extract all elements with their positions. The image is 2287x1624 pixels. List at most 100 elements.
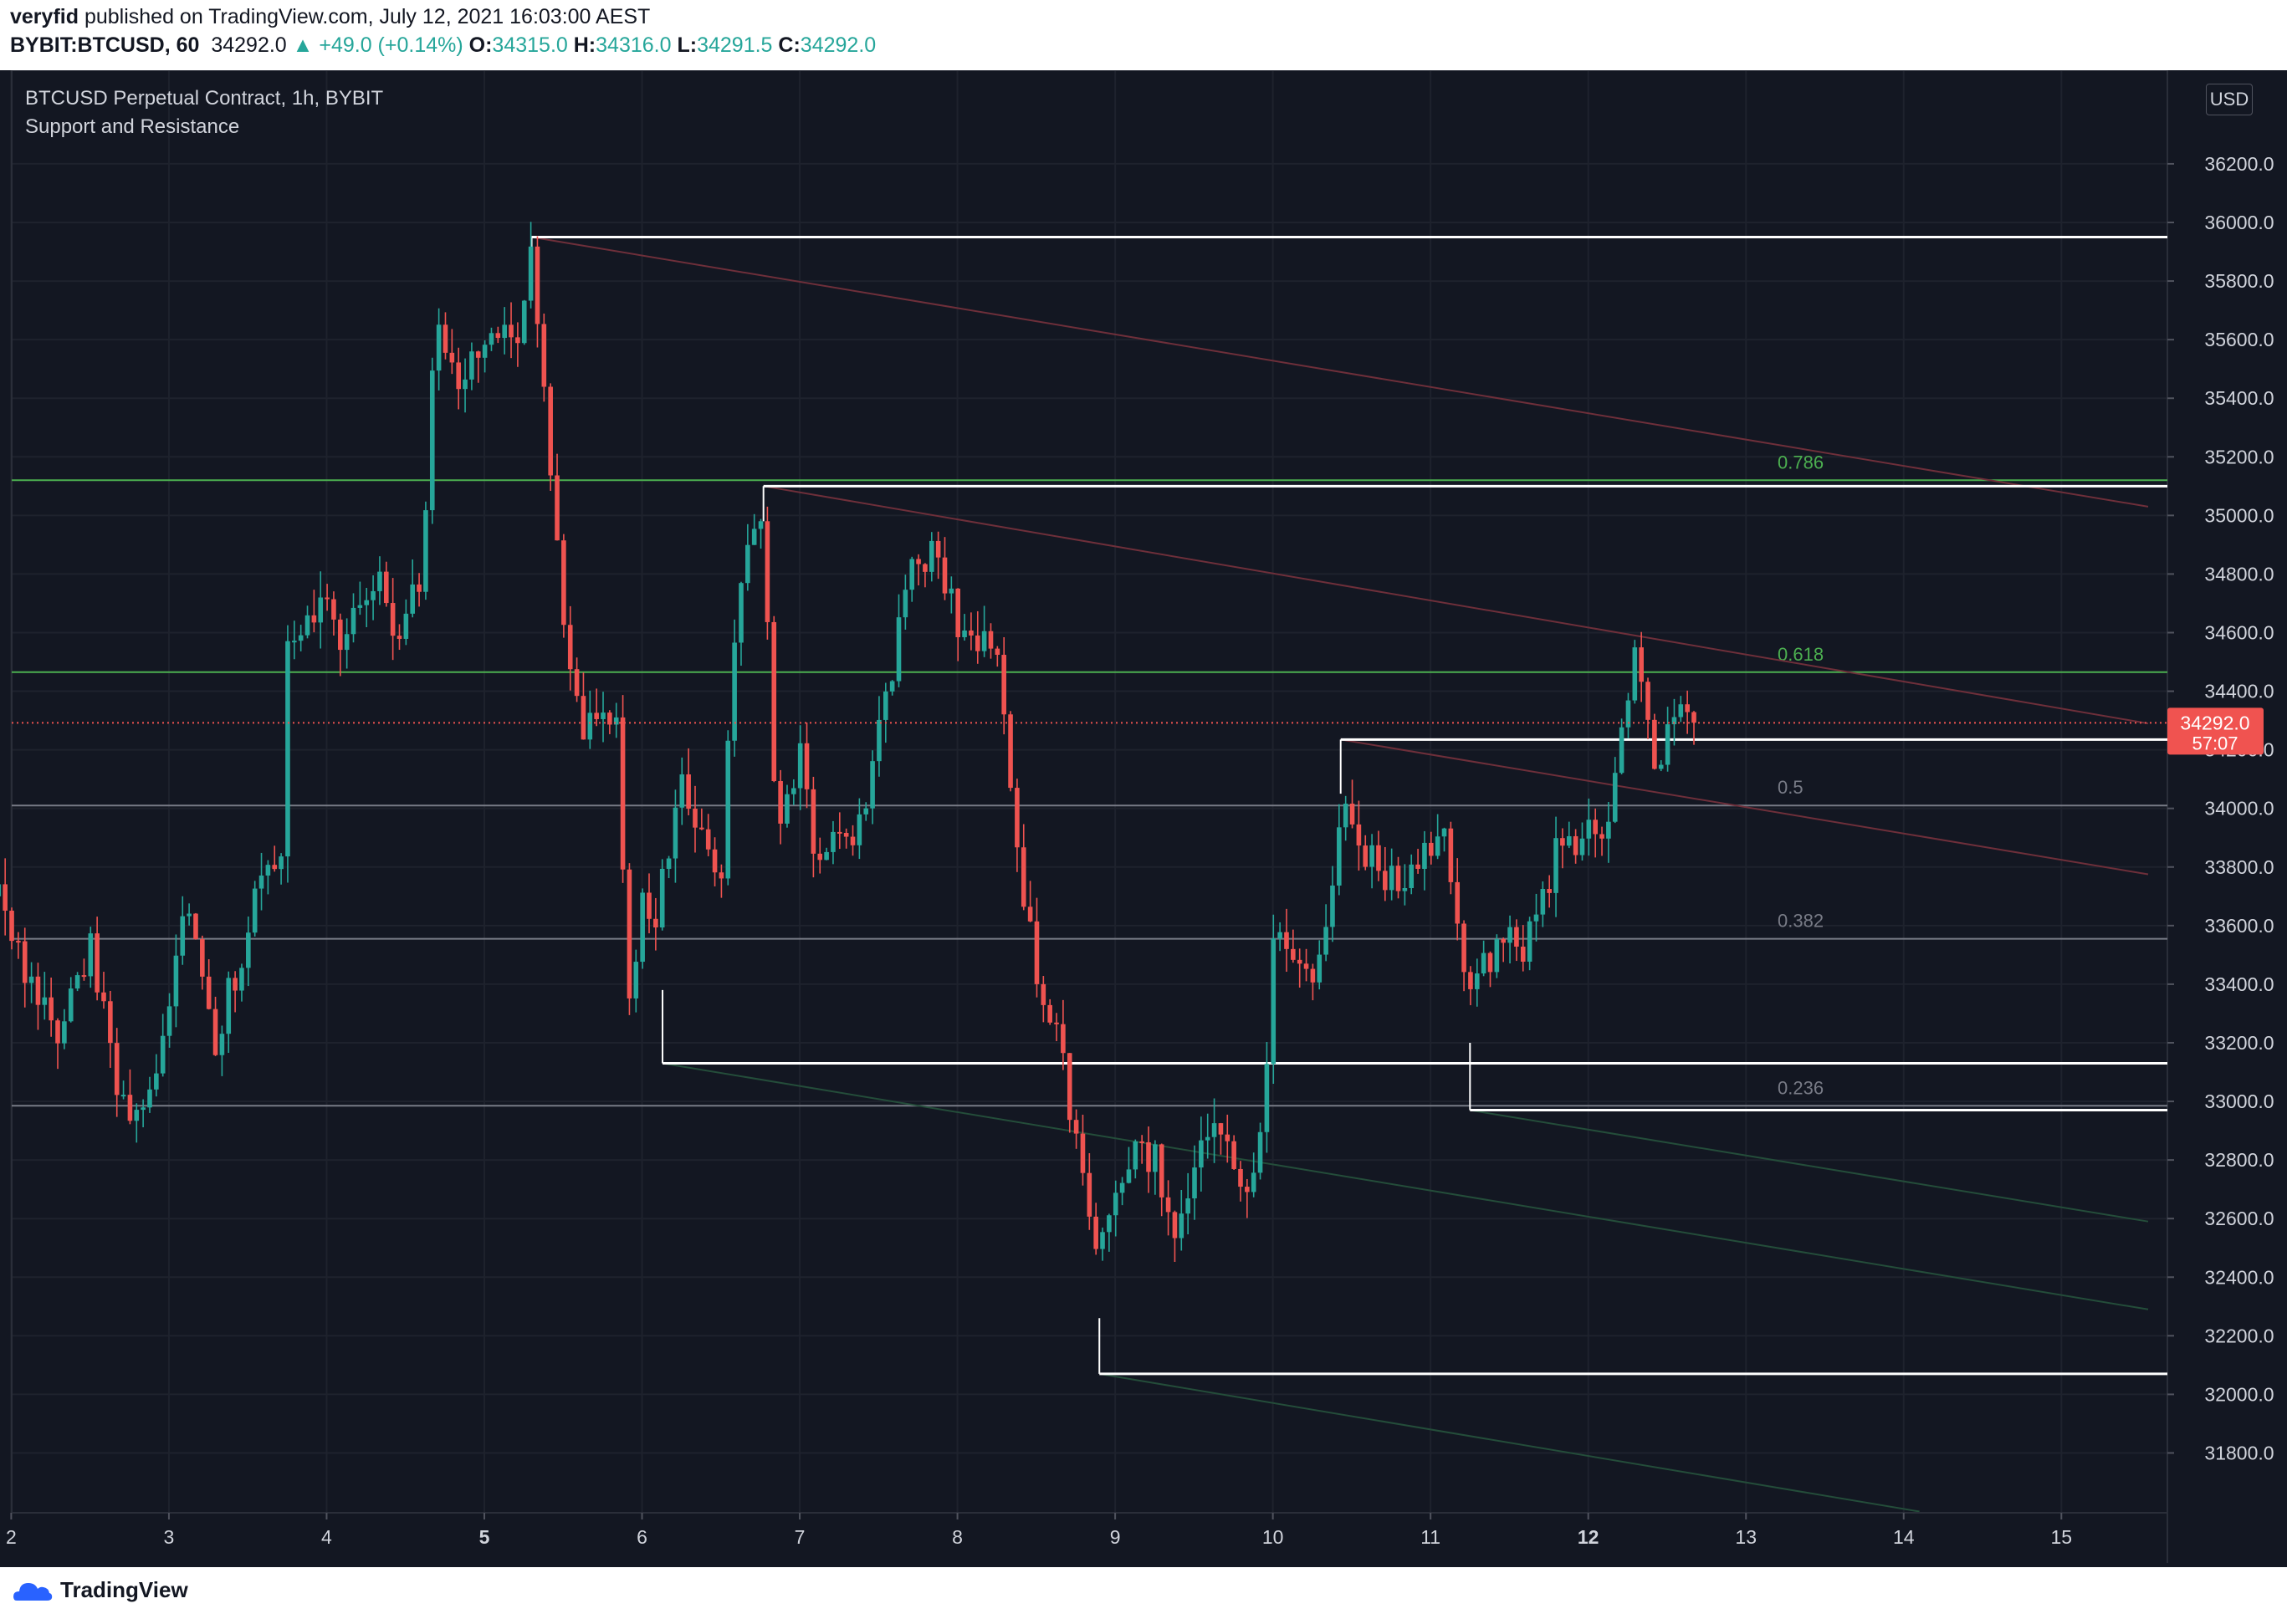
chart-area[interactable]: 0.786 0.618 0.5 0.382 0.236 31800.0 32000.0 322… [0,70,2287,1567]
candle-body [166,1006,172,1036]
legend-indicator[interactable]: Support and Resistance [25,115,240,138]
candle-body [745,544,750,584]
fib-level-label: 0.5 [1778,777,1804,798]
candle-body [74,975,80,989]
candle-body [1645,682,1650,720]
candle-body [206,976,212,1009]
candle-body [1514,927,1519,947]
published-text: published on TradingView.com, July 12, 2… [84,5,651,28]
candle-body [325,597,330,600]
candle-body [318,597,324,623]
last-price-badge-value: 34292.0 [2180,712,2249,733]
candle-body [1606,821,1611,839]
candle-body [1185,1198,1190,1214]
y-tick-label: 33400.0 [2204,973,2274,995]
candle-body [613,717,619,725]
candle-body [521,300,527,344]
candle-body [403,613,409,639]
candle-body [981,631,987,651]
candle-body [279,856,284,870]
x-tick-label: 14 [1893,1526,1915,1548]
y-tick-label: 32600.0 [2204,1208,2274,1229]
symbol-label[interactable]: BYBIT:BTCUSD, 60 [10,33,200,57]
candle-body [193,913,198,940]
candle-body [1599,834,1604,839]
candle-body [1685,704,1690,712]
countdown-label: 57:07 [2192,733,2238,753]
candle-body [383,571,389,604]
candle-body [509,324,514,338]
candle-body [219,1034,225,1055]
trend-line [763,485,2149,725]
candle-body [955,588,961,637]
candle-body [397,636,402,639]
candle-body [417,584,422,592]
candle-body [1001,655,1006,715]
y-tick-label: 34000.0 [2204,798,2274,820]
candle-body [1639,647,1644,682]
close-value: 34292.0 [800,33,877,57]
candle-body [712,849,718,873]
candle-body [469,351,474,380]
candle-body [673,807,678,859]
x-tick-label: 8 [952,1526,963,1548]
candle-body [988,631,994,649]
x-tick-label: 13 [1735,1526,1757,1548]
candle-body [870,761,875,809]
candle-body [640,892,645,963]
y-tick-label: 34600.0 [2204,621,2274,643]
candle-body [1225,1134,1230,1141]
trend-line [1099,1372,1920,1513]
x-tick-label: 12 [1578,1526,1599,1548]
candle-body [1349,804,1355,825]
candle-body [1061,1024,1066,1054]
candle-body [180,916,186,956]
candle-body [1691,712,1696,723]
candle-body [0,884,2,896]
candle-body [114,1043,120,1095]
y-axis-labels: 31800.0 32000.0 32200.0 32400.0 32600.0 32800… [2167,153,2274,1463]
candle-body [1553,838,1558,893]
candle-body [791,788,796,794]
currency-button[interactable]: USD [2206,84,2253,115]
candle-body [364,600,370,605]
candle-body [1310,968,1316,983]
candle-body [581,696,586,740]
candle-body [495,333,501,339]
candle-body [601,712,606,719]
brand-name: TradingView [60,1576,188,1602]
candle-body [371,590,376,600]
legend-title[interactable]: BTCUSD Perpetual Contract, 1h, BYBIT [25,87,384,110]
candle-body [758,521,764,529]
candle-body [1395,866,1401,891]
last-price-text: 34292.0 [211,33,287,57]
candle-body [357,605,363,608]
candle-body [344,634,350,651]
candle-body [272,865,278,870]
candle-body [1041,983,1046,1005]
candle-body [1021,847,1026,907]
candle-body [1547,889,1552,893]
candle-body [739,583,744,643]
candle-body [101,992,106,1002]
candle-body [1507,927,1512,943]
candle-body [1087,1172,1092,1217]
candle-body [1179,1213,1184,1238]
candle-body [1573,835,1578,855]
tradingview-logo[interactable]: TradingView [12,1575,188,1604]
candle-body [778,781,783,824]
candle-body [285,641,290,857]
price-chart[interactable]: 0.7860.6180.50.3820.23631800.032000.0322… [0,70,2287,1567]
candle-body [28,976,34,983]
y-tick-label: 35800.0 [2204,270,2274,292]
candle-body [298,635,304,641]
candle-body [1192,1167,1197,1199]
candle-body [1218,1123,1224,1135]
x-axis-labels: 2 3 4 5 6 7 8 9 10 11 12 13 14 15 [6,1512,2167,1548]
x-tick-label: 3 [164,1526,175,1548]
y-tick-label: 35400.0 [2204,387,2274,409]
candle-body [1527,921,1532,962]
publisher-name[interactable]: veryfid [10,5,79,28]
candle-body [850,836,856,845]
candle-body [1468,972,1473,989]
